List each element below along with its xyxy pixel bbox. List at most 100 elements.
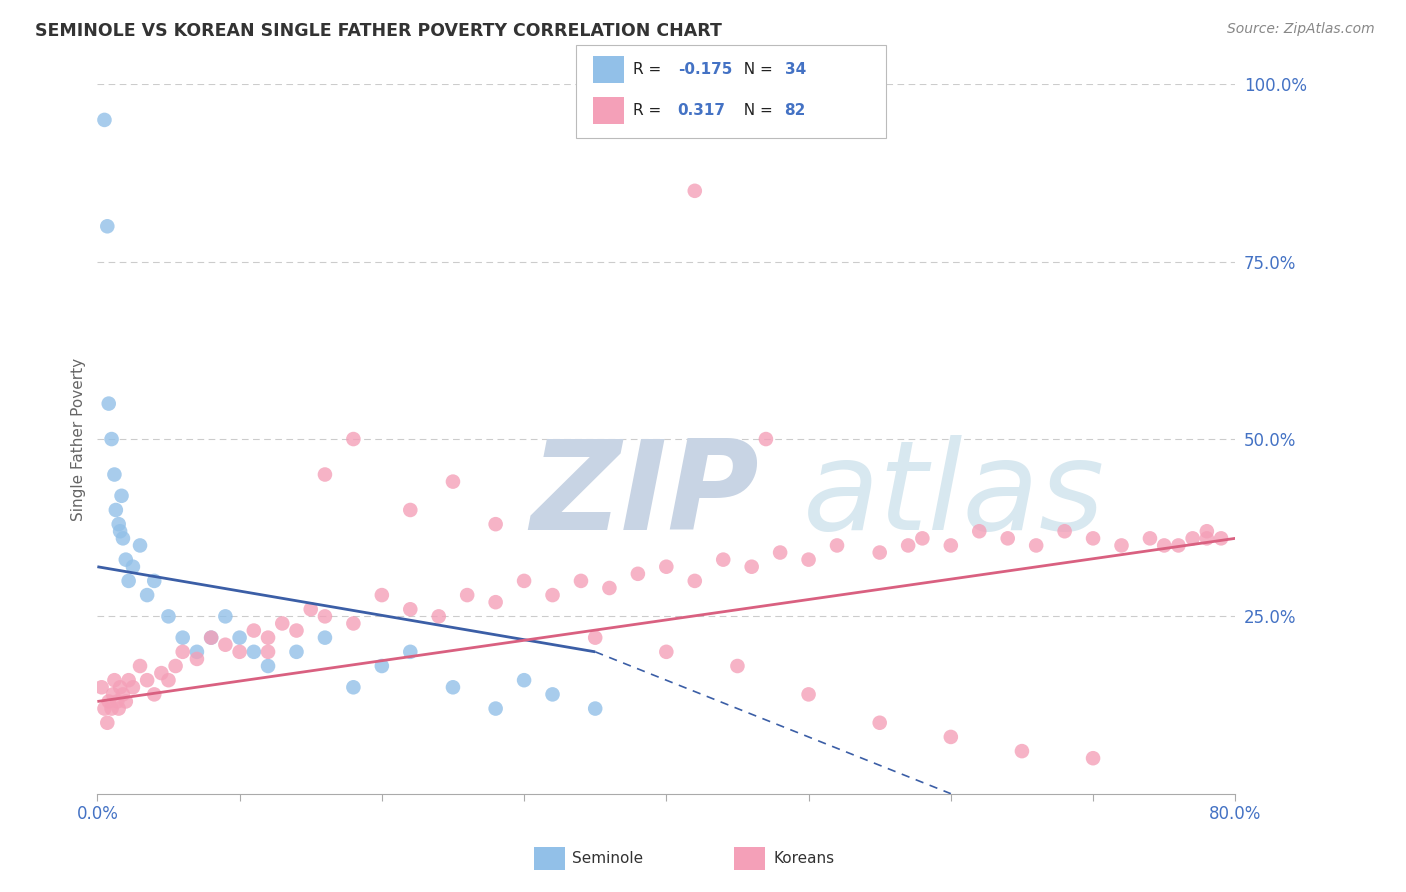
Point	[157, 609, 180, 624]
Point	[569, 574, 592, 588]
Point	[485, 595, 508, 609]
Point	[399, 503, 422, 517]
Point	[1167, 538, 1189, 552]
Point	[200, 631, 222, 645]
Point	[117, 673, 139, 688]
Point	[513, 673, 536, 688]
Point	[627, 566, 650, 581]
Text: R =: R =	[633, 62, 666, 77]
Point	[299, 602, 322, 616]
Point	[869, 545, 891, 559]
Point	[427, 609, 450, 624]
Point	[371, 588, 394, 602]
Point	[96, 219, 118, 234]
Point	[755, 432, 778, 446]
Text: SEMINOLE VS KOREAN SINGLE FATHER POVERTY CORRELATION CHART: SEMINOLE VS KOREAN SINGLE FATHER POVERTY…	[35, 22, 723, 40]
Point	[285, 645, 308, 659]
Point	[513, 574, 536, 588]
Point	[114, 694, 136, 708]
Point	[96, 715, 118, 730]
Text: Koreans: Koreans	[773, 852, 834, 866]
Point	[939, 538, 962, 552]
Point	[485, 517, 508, 532]
Point	[271, 616, 294, 631]
Point	[101, 687, 124, 701]
Point	[869, 715, 891, 730]
Point	[114, 552, 136, 566]
Point	[257, 631, 280, 645]
Point	[485, 701, 508, 715]
Point	[103, 467, 125, 482]
Point	[967, 524, 990, 539]
Text: -0.175: -0.175	[678, 62, 733, 77]
Point	[583, 631, 606, 645]
Point	[100, 432, 122, 446]
Point	[165, 659, 187, 673]
Point	[285, 624, 308, 638]
Point	[1111, 538, 1133, 552]
Point	[541, 687, 564, 701]
Point	[897, 538, 920, 552]
Point	[441, 475, 464, 489]
Point	[997, 532, 1019, 546]
Point	[150, 666, 173, 681]
Point	[1081, 532, 1104, 546]
Point	[371, 659, 394, 673]
Point	[243, 624, 266, 638]
Text: 82: 82	[785, 103, 806, 118]
Point	[1209, 532, 1232, 546]
Point	[727, 659, 749, 673]
Point	[399, 602, 422, 616]
Point	[214, 609, 236, 624]
Point	[172, 631, 194, 645]
Point	[399, 645, 422, 659]
Point	[136, 673, 159, 688]
Point	[90, 681, 112, 695]
Point	[1153, 538, 1175, 552]
Point	[143, 687, 166, 701]
Point	[103, 673, 125, 688]
Point	[257, 645, 280, 659]
Point	[456, 588, 478, 602]
Point	[911, 532, 934, 546]
Point	[117, 574, 139, 588]
Text: 0.317: 0.317	[678, 103, 725, 118]
Point	[157, 673, 180, 688]
Point	[108, 524, 131, 539]
Point	[342, 616, 364, 631]
Text: N =: N =	[734, 62, 778, 77]
Point	[939, 730, 962, 744]
Text: N =: N =	[734, 103, 778, 118]
Point	[1053, 524, 1076, 539]
Point	[711, 552, 734, 566]
Point	[104, 503, 127, 517]
Point	[583, 701, 606, 715]
Text: Seminole: Seminole	[572, 852, 644, 866]
Point	[1139, 532, 1161, 546]
Point	[683, 574, 706, 588]
Point	[1195, 532, 1218, 546]
Point	[186, 645, 208, 659]
Point	[172, 645, 194, 659]
Point	[107, 701, 129, 715]
Point	[200, 631, 222, 645]
Point	[100, 701, 122, 715]
Point	[1025, 538, 1047, 552]
Point	[97, 694, 120, 708]
Point	[541, 588, 564, 602]
Point	[111, 687, 134, 701]
Point	[655, 559, 678, 574]
Point	[186, 652, 208, 666]
Point	[122, 559, 145, 574]
Point	[111, 532, 134, 546]
Point	[243, 645, 266, 659]
Point	[228, 645, 250, 659]
Point	[342, 432, 364, 446]
Point	[1181, 532, 1204, 546]
Point	[136, 588, 159, 602]
Text: 34: 34	[785, 62, 806, 77]
Point	[797, 552, 820, 566]
Point	[143, 574, 166, 588]
Point	[797, 687, 820, 701]
Point	[441, 681, 464, 695]
